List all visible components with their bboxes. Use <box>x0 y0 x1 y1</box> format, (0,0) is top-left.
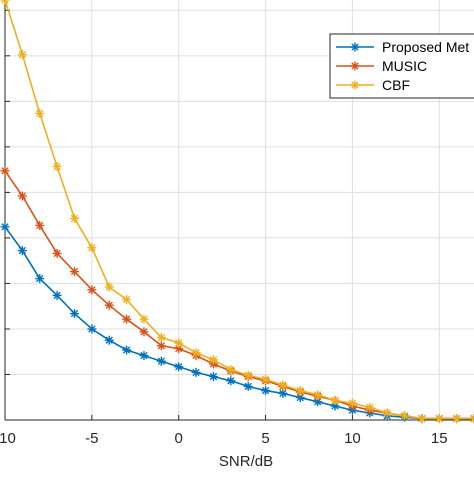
legend-marker <box>351 62 360 71</box>
data-point <box>70 267 79 276</box>
data-point <box>226 376 235 385</box>
x-tick-label: 5 <box>261 430 269 447</box>
data-point <box>226 365 235 374</box>
data-point <box>192 348 201 357</box>
data-point <box>18 192 27 201</box>
data-point <box>122 295 131 304</box>
data-point <box>209 355 218 364</box>
data-point <box>261 386 270 395</box>
data-point <box>70 214 79 223</box>
data-point <box>296 386 305 395</box>
data-point <box>139 315 148 324</box>
data-point <box>105 301 114 310</box>
data-point <box>278 381 287 390</box>
legend: Proposed Met MUSIC CBF <box>330 34 474 98</box>
legend-marker <box>351 43 360 52</box>
data-point <box>122 315 131 324</box>
data-point <box>105 336 114 345</box>
x-axis-label: SNR/dB <box>219 453 273 470</box>
data-point <box>417 414 426 423</box>
data-point <box>157 333 166 342</box>
data-point <box>365 403 374 412</box>
data-point <box>331 396 340 405</box>
x-tick-label: 0 <box>175 430 183 447</box>
x-tick-label: -10 <box>0 430 16 447</box>
data-point <box>35 109 44 118</box>
data-point <box>209 372 218 381</box>
data-point <box>87 325 96 334</box>
data-point <box>261 375 270 384</box>
legend-label: Proposed Met <box>382 39 469 55</box>
data-point <box>122 346 131 355</box>
legend-label: CBF <box>382 77 410 93</box>
data-point <box>400 411 409 420</box>
data-point <box>383 409 392 418</box>
data-point <box>18 246 27 255</box>
data-point <box>348 399 357 408</box>
data-point <box>70 309 79 318</box>
data-point <box>452 414 461 423</box>
x-tick-label: -5 <box>85 430 98 447</box>
data-point <box>244 371 253 380</box>
data-point <box>174 362 183 371</box>
legend-label: MUSIC <box>382 58 427 74</box>
data-point <box>139 351 148 360</box>
data-point <box>35 221 44 230</box>
data-point <box>435 414 444 423</box>
data-point <box>192 368 201 377</box>
data-point <box>1 222 10 231</box>
data-point <box>105 283 114 292</box>
x-tick-label: 10 <box>344 430 361 447</box>
data-point <box>87 285 96 294</box>
data-point <box>53 162 62 171</box>
data-point <box>157 357 166 366</box>
data-point <box>53 249 62 258</box>
data-point <box>157 341 166 350</box>
data-point <box>53 291 62 300</box>
data-point <box>174 339 183 348</box>
data-point <box>18 50 27 59</box>
data-point <box>87 243 96 252</box>
legend-marker <box>351 81 360 90</box>
data-point <box>1 166 10 175</box>
data-point <box>313 390 322 399</box>
data-point <box>244 382 253 391</box>
data-point <box>139 327 148 336</box>
x-tick-label: 15 <box>431 430 448 447</box>
data-point <box>35 274 44 283</box>
